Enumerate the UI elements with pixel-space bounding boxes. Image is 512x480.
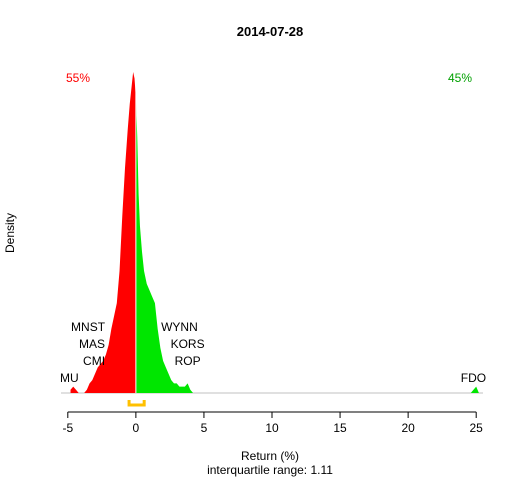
outlier-density-area	[470, 386, 479, 393]
annotation-kors: KORS	[171, 337, 205, 351]
iqr-subtitle: interquartile range: 1.11	[207, 463, 333, 477]
x-tick-label: 25	[470, 421, 484, 435]
x-tick-label: 5	[201, 421, 208, 435]
annotation-mu: MU	[60, 371, 79, 385]
x-axis-label: Return (%)	[241, 449, 299, 463]
chart-title: 2014-07-28	[237, 24, 304, 39]
negative-density-area	[70, 72, 136, 393]
annotation-mnst: MNST	[71, 320, 106, 334]
x-tick-label: -5	[62, 421, 73, 435]
x-tick-label: 10	[265, 421, 279, 435]
annotation-wynn: WYNN	[161, 320, 198, 334]
annotation-fdo: FDO	[461, 371, 486, 385]
x-tick-label: 20	[401, 421, 415, 435]
annotation-cmi: CMI	[83, 354, 105, 368]
x-tick-label: 0	[133, 421, 140, 435]
annotation-mas: MAS	[79, 337, 105, 351]
annotation-rop: ROP	[175, 354, 201, 368]
right-percentage: 45%	[448, 71, 472, 85]
y-axis-label: Density	[3, 213, 17, 253]
left-percentage: 55%	[66, 71, 90, 85]
positive-density-area	[135, 97, 196, 394]
x-tick-label: 15	[333, 421, 347, 435]
plot-marks: MNST MAS CMI MU WYNN KORS ROP FDO	[60, 72, 486, 394]
x-axis: -5 0 5 10 15 20 25	[62, 400, 483, 435]
iqr-bracket	[127, 400, 146, 407]
